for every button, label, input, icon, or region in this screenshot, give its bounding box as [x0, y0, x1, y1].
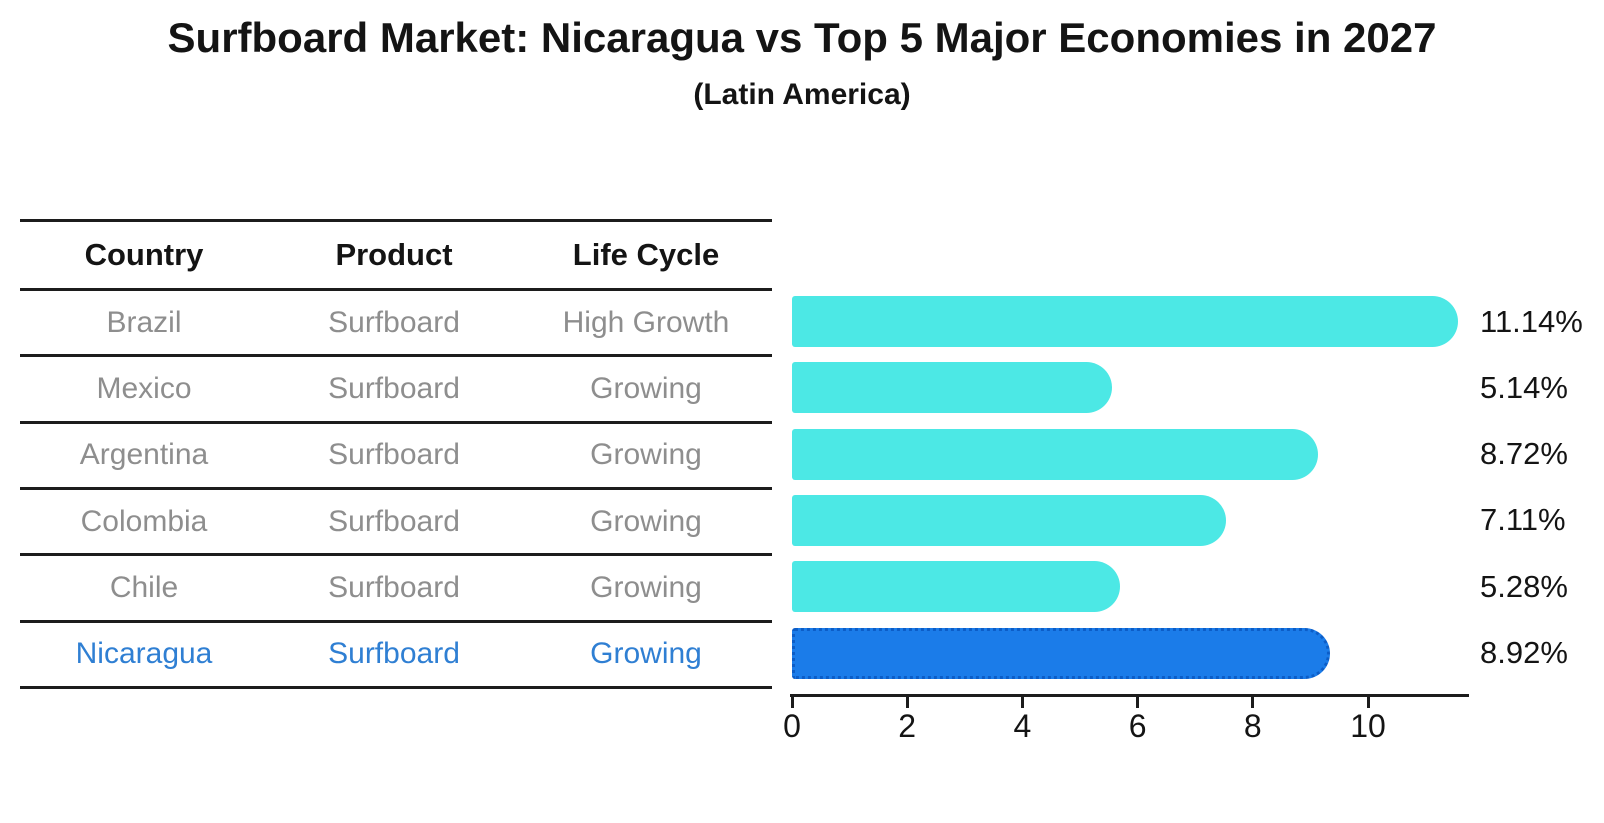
bar-mexico — [792, 362, 1113, 414]
cell-country: Mexico — [96, 371, 192, 405]
bar-value-label-chile: 5.28% — [1480, 568, 1568, 604]
cell-life-cycle: Growing — [590, 438, 702, 472]
x-axis-tick-label-2: 2 — [898, 708, 917, 744]
cell-country: Colombia — [80, 504, 208, 538]
header-life-cycle: Life Cycle — [572, 237, 720, 272]
header-product: Product — [335, 237, 453, 272]
chart-subtitle: (Latin America) — [693, 78, 911, 111]
table-row-colombia: Colombia Surfboard Growing — [20, 490, 772, 557]
bar-value-label-brazil: 11.14% — [1480, 303, 1583, 339]
country-table: Country Product Life Cycle Brazil Surfboa… — [20, 219, 772, 689]
x-axis-tick-label-0: 0 — [783, 708, 801, 744]
table-row-chile: Chile Surfboard Growing — [20, 556, 772, 623]
cell-product: Surfboard — [328, 438, 460, 472]
cell-product: Surfboard — [328, 305, 460, 339]
bar-value-label-mexico: 5.14% — [1480, 369, 1568, 405]
cell-country: Argentina — [79, 438, 209, 472]
table-row-brazil: Brazil Surfboard High Growth — [20, 291, 772, 358]
bar-nicaragua — [792, 627, 1330, 679]
x-axis-tick-label-4: 4 — [1013, 708, 1032, 744]
x-axis-line — [790, 694, 1469, 697]
x-axis-tick-0 — [790, 697, 794, 708]
bar-value-label-nicaragua: 8.92% — [1480, 635, 1568, 671]
cell-life-cycle: High Growth — [562, 305, 730, 339]
x-axis-tick-6 — [1136, 697, 1140, 708]
cell-product: Surfboard — [328, 637, 460, 671]
cell-life-cycle: Growing — [590, 570, 702, 604]
cell-life-cycle: Growing — [590, 637, 702, 671]
x-axis-tick-2 — [905, 697, 909, 708]
x-axis-tick-10 — [1366, 697, 1370, 708]
bar-value-label-colombia: 7.11% — [1480, 502, 1566, 538]
x-axis-tick-label-10: 10 — [1350, 708, 1386, 744]
x-axis-tick-label-6: 6 — [1128, 708, 1147, 744]
cell-life-cycle: Growing — [590, 371, 702, 405]
bar-chile — [792, 561, 1121, 613]
bar-colombia — [792, 494, 1226, 546]
table-header-row: Country Product Life Cycle — [20, 219, 772, 291]
bar-argentina — [792, 428, 1319, 480]
chart-title: Surfboard Market: Nicaragua vs Top 5 Maj… — [167, 14, 1437, 61]
cell-country: Chile — [109, 570, 179, 604]
cell-life-cycle: Growing — [590, 504, 702, 538]
x-axis-tick-label-8: 8 — [1243, 708, 1262, 744]
x-axis-tick-4 — [1020, 697, 1024, 708]
cell-product: Surfboard — [328, 371, 460, 405]
cell-product: Surfboard — [328, 570, 460, 604]
cell-product: Surfboard — [328, 504, 460, 538]
cell-country: Brazil — [106, 305, 182, 339]
table-row-nicaragua: Nicaragua Surfboard Growing — [20, 623, 772, 689]
x-axis-tick-8 — [1251, 697, 1255, 708]
bar-value-label-argentina: 8.72% — [1480, 436, 1568, 472]
table-row-argentina: Argentina Surfboard Growing — [20, 424, 772, 490]
cell-country: Nicaragua — [75, 637, 213, 671]
table-row-mexico: Mexico Surfboard Growing — [20, 357, 772, 424]
table-body: Brazil Surfboard High Growth Mexico Surfboar… — [20, 291, 772, 689]
header-country: Country — [84, 237, 204, 272]
bar-brazil — [792, 296, 1458, 347]
